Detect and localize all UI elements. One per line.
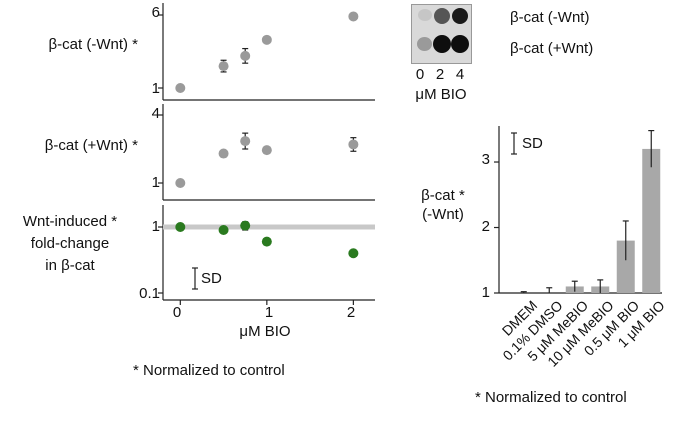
bar-ytick-3: 3 (481, 151, 490, 168)
left-sd-label: SD (201, 270, 222, 287)
bar-ylabel-line1: β-cat * (421, 187, 465, 204)
panel3-ytick-top: 1 (151, 218, 160, 235)
panel3-label-line2: fold-change (30, 235, 110, 252)
panel1-point-3 (261, 34, 272, 45)
bar-sd-label: SD (522, 135, 543, 152)
blot-band-pluswnt-4 (451, 35, 469, 53)
panel2-point-2 (240, 136, 251, 147)
panel1-ytick-bottom: 1 (151, 80, 160, 97)
blot-band-pluswnt-0 (417, 37, 432, 51)
panel2-point-4 (348, 139, 359, 150)
bar-footnote: * Normalized to control (475, 389, 627, 406)
panel1-point-2 (240, 50, 251, 61)
panel3-point-3 (261, 236, 272, 247)
panel3-point-4 (348, 248, 359, 259)
panel3-label-line1: Wnt-induced * (22, 213, 118, 230)
panel2-ytick-top: 4 (151, 105, 160, 122)
panel2-point-3 (261, 145, 272, 156)
blot-band-minuswnt-0 (418, 9, 432, 21)
left-footnote: * Normalized to control (133, 362, 285, 379)
bar-4 (616, 240, 635, 293)
left-xtick-2: 2 (346, 304, 356, 321)
panel3-ytick-bottom: 0.1 (139, 285, 160, 302)
panel1-point-0 (175, 83, 186, 93)
panel3-label-line3: in β-cat (45, 257, 95, 274)
panel2-label: β-cat (+Wnt) * (44, 137, 138, 154)
bar-ytick-1: 1 (481, 284, 490, 301)
panel1-point-4 (348, 11, 359, 22)
blot-lane-2: 2 (435, 66, 445, 83)
left-xtick-0: 0 (172, 304, 182, 321)
bar-ytick-2: 2 (481, 218, 490, 235)
blot-lane-4: 4 (455, 66, 465, 83)
panel1-ytick-top: 6 (151, 4, 160, 21)
western-blot-image (411, 4, 472, 64)
panel2-point-1 (218, 148, 229, 159)
blot-lane-0: 0 (415, 66, 425, 83)
blot-xlabel: μM BIO (415, 86, 467, 103)
blot-band-minuswnt-2 (434, 8, 450, 24)
panel2-ytick-bottom: 1 (151, 174, 160, 191)
panel1-label: β-cat (-Wnt) * (48, 36, 138, 53)
panel3-point-0 (175, 222, 186, 232)
panel2-point-0 (175, 178, 186, 188)
panel3-point-2 (240, 220, 251, 231)
panel1-point-1 (218, 61, 229, 72)
bar-5 (642, 148, 661, 293)
bar-ylabel-line2: (-Wnt) (422, 206, 464, 223)
blot-label-minuswnt: β-cat (-Wnt) (510, 9, 590, 26)
left-xlabel: μM BIO (239, 323, 291, 340)
panel3-point-1 (218, 225, 229, 236)
left-xtick-1: 1 (264, 304, 274, 321)
blot-band-minuswnt-4 (452, 8, 468, 24)
blot-label-pluswnt: β-cat (+Wnt) (510, 40, 594, 57)
blot-band-pluswnt-2 (433, 35, 451, 53)
